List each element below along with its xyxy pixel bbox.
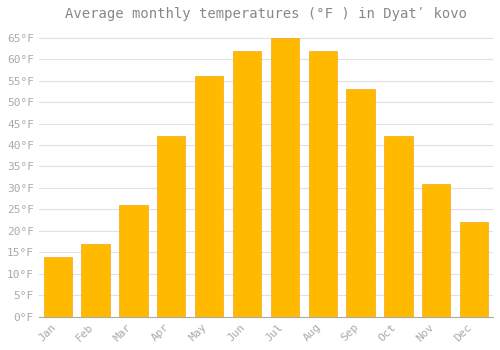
Bar — [346, 89, 375, 317]
Bar — [384, 136, 412, 317]
Bar — [119, 205, 148, 317]
Title: Average monthly temperatures (°F ) in Dyatʹ kovo: Average monthly temperatures (°F ) in Dy… — [65, 7, 467, 21]
Bar — [195, 76, 224, 317]
Bar — [82, 244, 110, 317]
Bar — [422, 184, 450, 317]
Bar — [233, 50, 261, 317]
Bar — [460, 222, 488, 317]
Bar — [157, 136, 186, 317]
Bar — [44, 257, 72, 317]
Bar — [308, 50, 337, 317]
Bar — [270, 38, 299, 317]
